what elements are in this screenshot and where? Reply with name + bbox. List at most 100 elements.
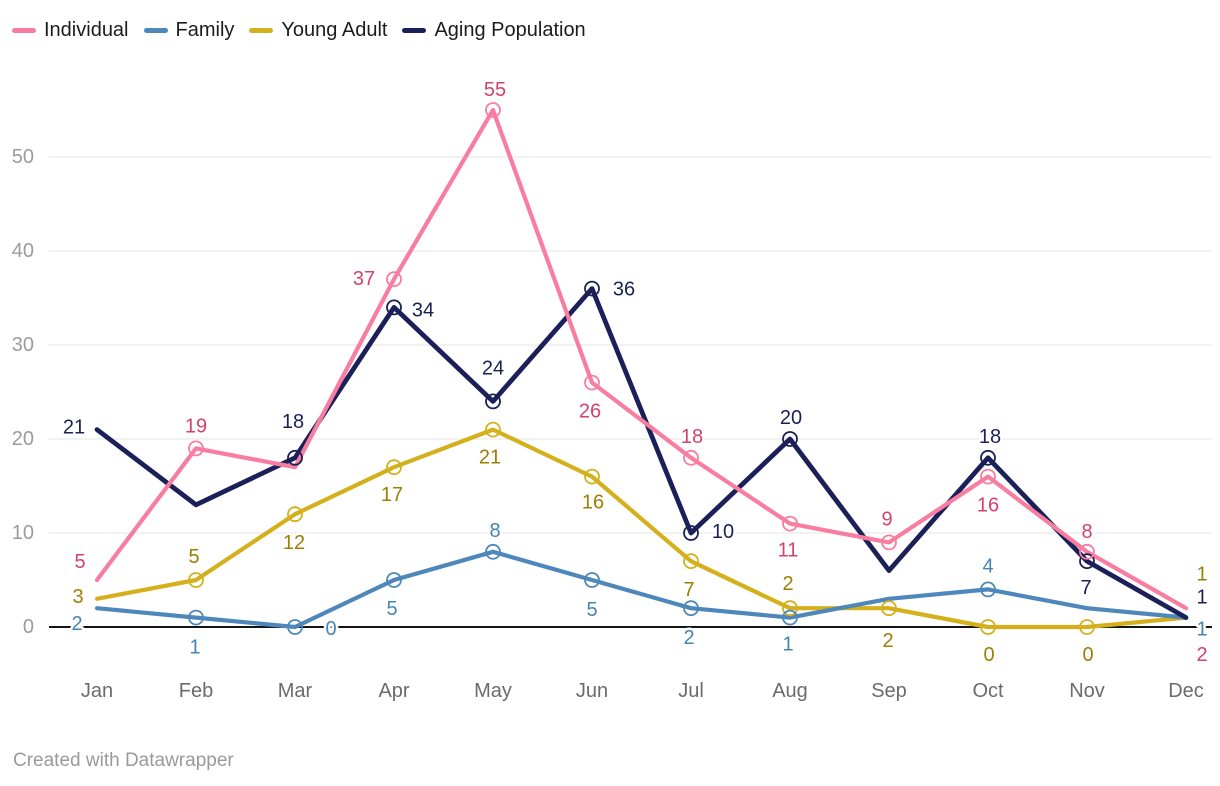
data-label: 1 — [189, 637, 200, 659]
data-label: 16 — [582, 492, 604, 514]
data-point-marker — [485, 421, 501, 438]
data-point-marker — [980, 468, 996, 485]
x-axis-tick-label: Dec — [1168, 680, 1204, 702]
data-label: 1 — [1196, 587, 1207, 609]
data-point-marker — [386, 572, 402, 588]
x-axis-tick-label: Oct — [972, 680, 1004, 702]
x-axis-tick-label: Sep — [871, 680, 907, 702]
data-point-marker — [584, 374, 600, 391]
data-label: 34 — [412, 299, 434, 321]
legend-swatch-aging-population — [402, 27, 427, 33]
data-label: 2 — [882, 630, 893, 652]
data-label: 5 — [188, 546, 199, 568]
x-axis-tick-label: Nov — [1069, 680, 1105, 702]
data-point-marker — [287, 619, 303, 635]
data-label: 9 — [881, 508, 892, 530]
legend-label: Individual — [44, 19, 129, 41]
data-point-marker — [485, 102, 501, 118]
data-point-marker — [386, 271, 402, 288]
legend-swatch-young-adult — [249, 27, 274, 33]
data-label: 10 — [712, 521, 734, 543]
data-label: 17 — [381, 484, 403, 506]
data-point-marker — [683, 553, 699, 570]
legend-item-young-adult: Young Adult — [249, 17, 387, 43]
datawrapper-credit-link[interactable]: Created with Datawrapper — [13, 750, 234, 771]
x-axis-tick-label: Jan — [81, 680, 113, 702]
y-axis-tick-label: 0 — [23, 616, 34, 638]
data-point-marker — [584, 280, 600, 297]
data-label: 19 — [185, 415, 207, 437]
data-label: 5 — [586, 599, 597, 621]
x-axis-tick-label: Feb — [179, 680, 213, 702]
data-point-marker — [188, 572, 204, 588]
data-label: 11 — [778, 540, 799, 562]
data-label: 7 — [683, 579, 694, 601]
y-axis-tick-label: 30 — [12, 334, 34, 356]
data-point-marker — [386, 299, 402, 316]
data-label: 1 — [1196, 619, 1207, 641]
legend-label: Aging Population — [434, 19, 586, 41]
data-label: 4 — [982, 555, 993, 577]
x-axis-tick-label: Mar — [278, 680, 313, 702]
y-axis-tick-label: 20 — [12, 428, 34, 450]
data-point-marker — [584, 572, 600, 588]
y-axis-tick-label: 10 — [12, 522, 34, 544]
data-label: 7 — [1080, 577, 1091, 599]
data-label: 21 — [479, 447, 501, 469]
data-label: 8 — [489, 520, 500, 542]
data-point-marker — [1079, 619, 1095, 635]
data-point-marker — [485, 393, 501, 410]
legend-label: Young Adult — [281, 19, 388, 41]
x-axis-tick-label: Jul — [678, 680, 704, 702]
legend-swatch-individual — [12, 27, 36, 33]
series-line-young-adult — [94, 427, 1189, 630]
x-axis-tick-label: May — [474, 680, 512, 702]
data-label: 2 — [683, 627, 694, 649]
data-point-marker — [1079, 553, 1095, 570]
data-point-marker — [881, 600, 897, 617]
data-point-marker — [683, 525, 699, 541]
data-label: 26 — [579, 401, 601, 423]
data-label: 8 — [1081, 521, 1092, 543]
data-label: 3 — [72, 586, 83, 608]
data-label: 36 — [613, 279, 635, 301]
data-point-marker — [683, 449, 699, 466]
data-point-marker — [980, 619, 996, 635]
series-line-family — [94, 549, 1189, 630]
x-axis-tick-label: Aug — [772, 680, 808, 702]
data-point-marker — [782, 431, 798, 447]
y-axis-tick-label: 50 — [12, 146, 34, 168]
data-label: 2 — [1196, 644, 1207, 666]
legend-item-individual: Individual — [12, 17, 129, 43]
data-point-marker — [1079, 543, 1095, 560]
data-label: 55 — [484, 79, 506, 101]
x-axis-tick-label: Apr — [378, 680, 409, 702]
data-point-marker — [782, 609, 798, 626]
data-label: 0 — [983, 644, 994, 666]
data-label: 0 — [325, 618, 336, 640]
data-label: 5 — [386, 598, 397, 620]
data-point-marker — [584, 468, 600, 485]
legend-swatch-family — [143, 27, 168, 33]
data-point-marker — [980, 581, 996, 598]
data-label: 24 — [482, 357, 504, 379]
data-point-marker — [287, 449, 303, 466]
data-label: 12 — [283, 532, 305, 554]
data-point-marker — [683, 600, 699, 617]
data-label: 20 — [780, 407, 802, 429]
series-line-individual — [94, 107, 1189, 611]
data-label: 21 — [63, 417, 85, 439]
data-label: 16 — [977, 495, 999, 517]
data-point-marker — [386, 459, 402, 476]
data-label: 1 — [782, 634, 793, 656]
data-label: 37 — [353, 268, 375, 290]
series-line-aging-population — [94, 286, 1189, 620]
data-label: 2 — [782, 573, 793, 595]
x-axis-tick-label: Jun — [576, 680, 608, 702]
data-point-marker — [980, 449, 996, 466]
data-label: 0 — [1082, 644, 1093, 666]
data-label: 2 — [71, 613, 82, 635]
data-label: 18 — [282, 411, 304, 433]
